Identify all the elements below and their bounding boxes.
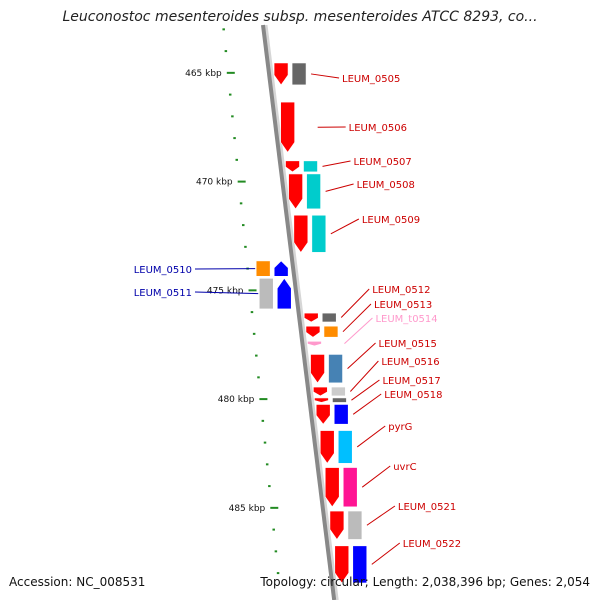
gene-arrow [276,277,292,310]
backbone-track [261,24,339,600]
gene-label: LEUM_0505 [342,74,400,85]
label-leader [347,342,376,370]
cog-box [352,545,368,584]
label-leader [366,505,396,526]
gene-label: LEUM_0515 [379,339,437,350]
label-leader [351,379,380,401]
scale-tick-label: 470 kbp [196,178,233,188]
gene-arrow [288,173,303,210]
gene-label: LEUM_0521 [398,502,456,513]
gene-label: LEUM_0507 [354,157,412,168]
label-leader [344,317,373,345]
scale-tick-label: 480 kbp [218,395,255,405]
gene-arrow [293,214,309,253]
cog-box [337,430,353,464]
cog-box [342,467,358,508]
page-title: Leuconostoc mesenteroides subsp. mesente… [62,9,538,25]
gene-arrow [273,62,289,86]
gene-labels: LEUM_0505 LEUM_0506 LEUM_0507 LEUM_0508 LEUM… [134,73,461,565]
gene-arrow [305,325,321,338]
gene-features [255,62,368,584]
cog-box [328,354,343,384]
gene-arrow [303,312,319,323]
cog-box [255,260,271,277]
gene-arrow [280,101,295,153]
backbone-line [261,24,337,600]
label-leader [322,160,351,167]
gene-arrow [310,354,325,384]
gene-arrow [314,397,329,403]
backbone-shadow [264,24,339,600]
gene-label: uvrC [393,462,416,473]
scale-tick-label: 465 kbp [185,69,222,79]
gene-label: LEUM_0516 [381,357,439,368]
label-leader [310,73,340,79]
gene-arrow [319,430,335,464]
cog-box [291,62,307,86]
label-leader [356,425,386,448]
cog-box [321,312,337,323]
gene-label: LEUM_0522 [403,539,461,550]
gene-arrow [285,160,300,173]
cog-box [347,510,363,540]
gene-arrow [324,467,340,508]
scale-tick-label: 475 kbp [207,286,244,296]
label-leader [330,218,360,235]
cog-box [333,404,349,425]
label-leader [371,542,401,565]
cog-box [332,397,347,403]
gene-label: LEUM_0510 [134,265,192,276]
label-leader [361,465,391,488]
gene-arrow [307,341,322,347]
gene-arrow [315,404,331,425]
gene-arrow [273,260,289,277]
label-leader [352,393,382,415]
gene-label: LEUM_0517 [382,376,440,387]
cog-box [311,214,327,253]
cog-box [303,160,318,173]
label-leader [350,360,379,392]
gene-label: LEUM_0509 [362,215,420,226]
gene-label: LEUM_0506 [349,123,407,134]
cog-box [258,277,274,310]
gene-label: LEUM_0511 [134,288,192,299]
cog-box [323,325,339,338]
gene-label: LEUM_0513 [374,300,432,311]
gene-arrow [313,386,328,397]
scale-tick-label: 485 kbp [229,504,266,514]
label-leader [325,183,354,192]
gene-arrow [334,545,350,584]
accession-text: Accession: NC_008531 [9,575,146,589]
gene-label: pyrG [388,422,412,433]
label-leader [194,291,259,295]
scale-track: 465 kbp 470 kbp 475 kbp 480 kbp 485 kbp [185,28,280,575]
cog-box [331,386,346,397]
label-leader [340,288,370,318]
gene-label: LEUM_0508 [357,180,415,191]
gene-label: LEUM_0512 [372,285,430,296]
gene-label: LEUM_t0514 [375,314,437,325]
topology-text: Topology: circular; Length: 2,038,396 bp… [260,575,590,589]
gene-label: LEUM_0518 [384,390,442,401]
label-leader [342,303,372,333]
cog-box [306,173,321,210]
gene-arrow [329,510,345,540]
